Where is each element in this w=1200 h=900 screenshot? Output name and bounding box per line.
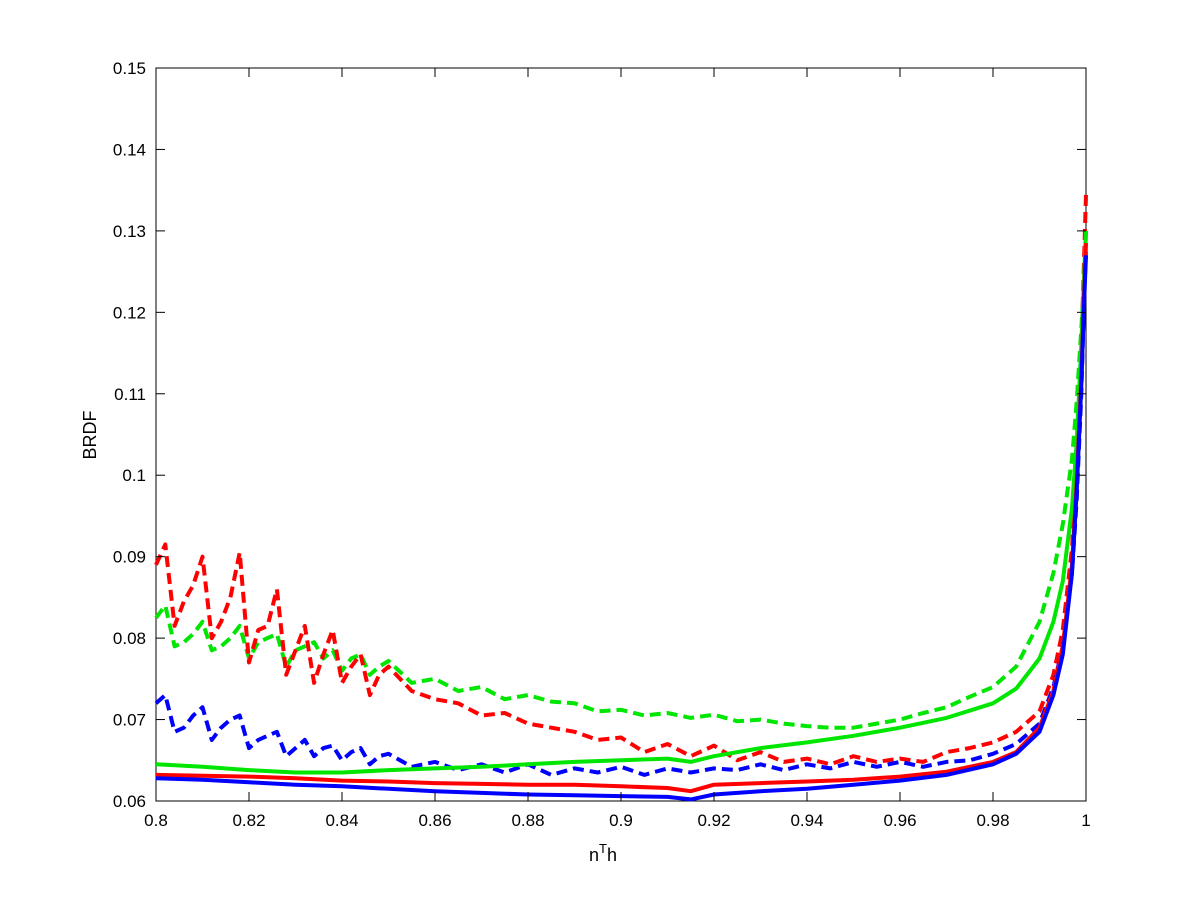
x-tick-label: 0.84 bbox=[325, 811, 358, 830]
y-tick-label: 0.06 bbox=[113, 792, 146, 811]
y-tick-label: 0.15 bbox=[113, 59, 146, 78]
x-axis-label-tail: h bbox=[607, 845, 617, 865]
y-axis-label: BRDF bbox=[80, 410, 100, 459]
x-tick-label: 0.98 bbox=[976, 811, 1009, 830]
series-line-2-dashed bbox=[154, 247, 1088, 777]
y-tick-label: 0.08 bbox=[113, 629, 146, 648]
x-tick-label: 0.86 bbox=[418, 811, 451, 830]
y-tick-label: 0.07 bbox=[113, 711, 146, 730]
y-tick-label: 0.12 bbox=[113, 303, 146, 322]
y-tick-label: 0.09 bbox=[113, 548, 146, 567]
y-axis-ticks: 0.06 0.07 0.08 0.09 0.1 0.11 0.12 0.13 0.14 0.15 bbox=[113, 59, 1086, 811]
plot-area bbox=[155, 67, 1087, 802]
y-tick-label: 0.13 bbox=[113, 222, 146, 241]
x-tick-label: 0.92 bbox=[697, 811, 730, 830]
x-tick-label: 0.8 bbox=[144, 811, 168, 830]
series-line-5-solid bbox=[155, 255, 1088, 802]
series-line-3-solid bbox=[155, 230, 1088, 775]
x-axis-label: nTh bbox=[589, 841, 617, 865]
y-tick-label: 0.1 bbox=[122, 466, 146, 485]
x-tick-label: 0.96 bbox=[883, 811, 916, 830]
x-tick-label: 0.88 bbox=[511, 811, 544, 830]
y-tick-label: 0.11 bbox=[114, 385, 146, 404]
y-tick-label: 0.14 bbox=[113, 140, 146, 159]
x-tick-label: 0.9 bbox=[609, 811, 633, 830]
x-tick-label: 0.82 bbox=[232, 811, 265, 830]
x-tick-label: 1 bbox=[1081, 811, 1090, 830]
x-tick-label: 0.94 bbox=[790, 811, 823, 830]
series-line-1-dashed bbox=[154, 194, 1088, 767]
x-axis-label-superscript: T bbox=[599, 841, 607, 856]
series-layer bbox=[154, 194, 1088, 802]
x-axis-ticks: 0.8 0.82 0.84 0.86 0.88 0.9 0.92 0.94 0.96 0.98 1 bbox=[144, 68, 1091, 830]
x-axis-label-base: n bbox=[589, 845, 599, 865]
